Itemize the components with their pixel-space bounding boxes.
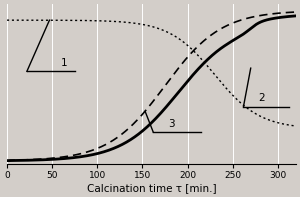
Text: 2: 2 (258, 93, 265, 103)
Text: 3: 3 (168, 119, 174, 129)
Text: 1: 1 (61, 58, 68, 68)
X-axis label: Calcination time τ [min.]: Calcination time τ [min.] (87, 183, 216, 193)
